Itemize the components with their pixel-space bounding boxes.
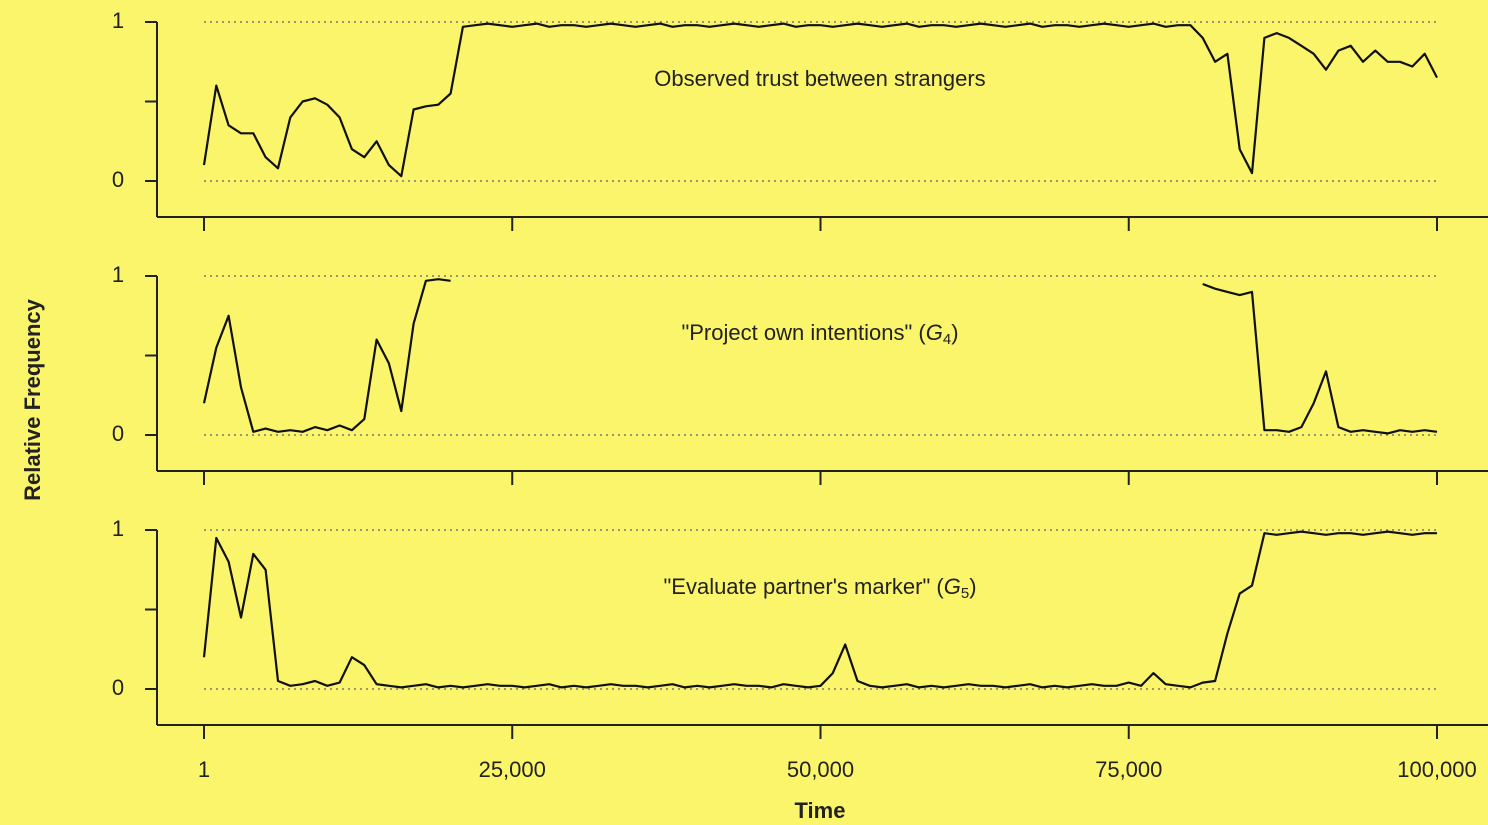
y-tick-label: 0 bbox=[112, 675, 124, 700]
y-axis-label: Relative Frequency bbox=[20, 298, 45, 501]
annotation-text: "Project own intentions" ( bbox=[681, 320, 926, 345]
x-tick-label: 100,000 bbox=[1397, 757, 1477, 782]
x-tick-label: 50,000 bbox=[787, 757, 854, 782]
line-series bbox=[202, 530, 1437, 689]
x-tick-label: 25,000 bbox=[479, 757, 546, 782]
annotation-symbol: G bbox=[926, 320, 943, 345]
x-tick-label: 1 bbox=[198, 757, 210, 782]
annotation: "Evaluate partner's marker" (G5) bbox=[663, 574, 976, 602]
annotation: Observed trust between strangers bbox=[654, 66, 985, 91]
y-tick-label: 0 bbox=[112, 421, 124, 446]
x-tick-label: 75,000 bbox=[1095, 757, 1162, 782]
y-tick-label: 1 bbox=[112, 262, 124, 287]
annotation-subscript: 5 bbox=[961, 585, 969, 602]
annotation-text: "Evaluate partner's marker" ( bbox=[663, 574, 944, 599]
line-series bbox=[202, 22, 1438, 178]
line-series bbox=[202, 278, 1438, 435]
annotation-close: ) bbox=[969, 574, 976, 599]
annotation-subscript: 4 bbox=[943, 331, 951, 348]
annotation-close: ) bbox=[951, 320, 958, 345]
annotation-symbol: G bbox=[944, 574, 961, 599]
x-axis-label: Time bbox=[795, 798, 846, 823]
y-tick-label: 1 bbox=[112, 8, 124, 33]
annotation-text: Observed trust between strangers bbox=[654, 66, 985, 91]
y-tick-label: 1 bbox=[112, 516, 124, 541]
y-tick-label: 0 bbox=[112, 167, 124, 192]
annotation: "Project own intentions" (G4) bbox=[681, 320, 958, 348]
